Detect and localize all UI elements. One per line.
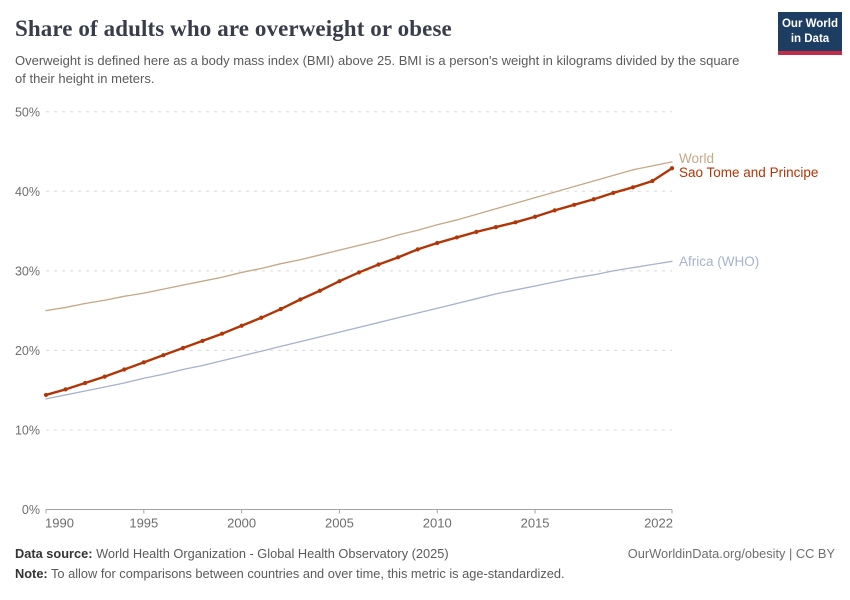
y-axis-tick-label: 40% [15,185,40,199]
data-point-marker [435,240,440,246]
x-axis-tick-label: 2000 [227,516,256,531]
series-label-world[interactable]: World [679,151,714,166]
line-world[interactable] [45,161,673,312]
data-point-marker [239,323,244,328]
owid-logo-line2: in Data [790,32,830,45]
note-text: Note: To allow for comparisons between c… [15,566,565,581]
y-axis-tick-label: 30% [15,264,40,278]
line-africa-who[interactable] [45,260,673,400]
data-point-marker [200,338,205,343]
data-point-marker [572,202,577,207]
data-point-marker [278,306,283,312]
x-axis-tick-label: 2010 [423,516,452,531]
owid-logo-line1: Our World [781,18,838,30]
data-point-marker [161,353,166,358]
series-label-africa-who[interactable]: Africa (WHO) [679,254,759,269]
note-value: To allow for comparisons between countri… [47,566,565,581]
data-point-marker [513,220,518,225]
series-label-sao-tome-and-principe[interactable]: Sao Tome and Principe [679,165,818,180]
y-axis-tick-label: 20% [15,344,40,358]
data-point-marker [552,208,557,213]
data-point-marker [591,197,596,202]
data-point-marker [396,255,401,260]
data-point-marker [415,247,420,252]
data-point-marker [298,297,303,302]
data-point-marker [493,224,499,230]
x-axis-tick-label: 1995 [129,516,158,531]
data-point-marker [337,279,342,284]
chart-subtitle: Overweight is defined here as a body mas… [15,53,740,86]
data-point-marker [474,229,479,234]
data-point-marker [43,392,49,398]
data-point-marker [259,315,264,320]
data-point-marker [454,235,459,240]
x-axis-tick-label: 2015 [521,516,550,531]
data-point-marker [180,345,186,351]
data-point-marker [356,270,362,275]
data-source-label: Data source: [15,546,93,561]
data-point-marker [532,214,538,219]
data-point-marker [219,331,225,336]
y-axis-tick-label: 10% [15,423,40,437]
data-point-marker [141,360,146,365]
data-point-marker [650,178,655,184]
data-source-text: Data source: World Health Organization -… [15,546,449,561]
data-point-marker [63,387,68,392]
page-title: Share of adults who are overweight or ob… [15,16,452,41]
x-axis-tick-label: 2005 [325,516,354,531]
y-axis-tick-label: 50% [15,105,40,119]
data-point-marker [376,262,381,267]
data-point-marker [102,374,107,379]
data-point-marker [669,166,675,171]
data-point-marker [611,190,616,195]
x-axis-tick-label: 1990 [45,516,74,531]
data-point-marker [630,185,635,190]
footer-link[interactable]: OurWorldinData.org/obesity | CC BY [627,546,835,561]
y-axis-tick-label: 0% [22,503,40,517]
data-source-value: World Health Organization - Global Healt… [92,546,449,561]
note-label: Note: [15,566,48,581]
data-point-marker [317,288,322,293]
owid-logo[interactable]: Our World in Data [778,12,842,55]
x-axis-tick-label: 2022 [644,516,673,531]
chart-footer: Data source: World Health Organization -… [15,546,835,581]
data-point-marker [122,367,127,372]
data-point-marker [83,380,88,386]
line-sao-tome-and-principe[interactable] [44,167,674,397]
